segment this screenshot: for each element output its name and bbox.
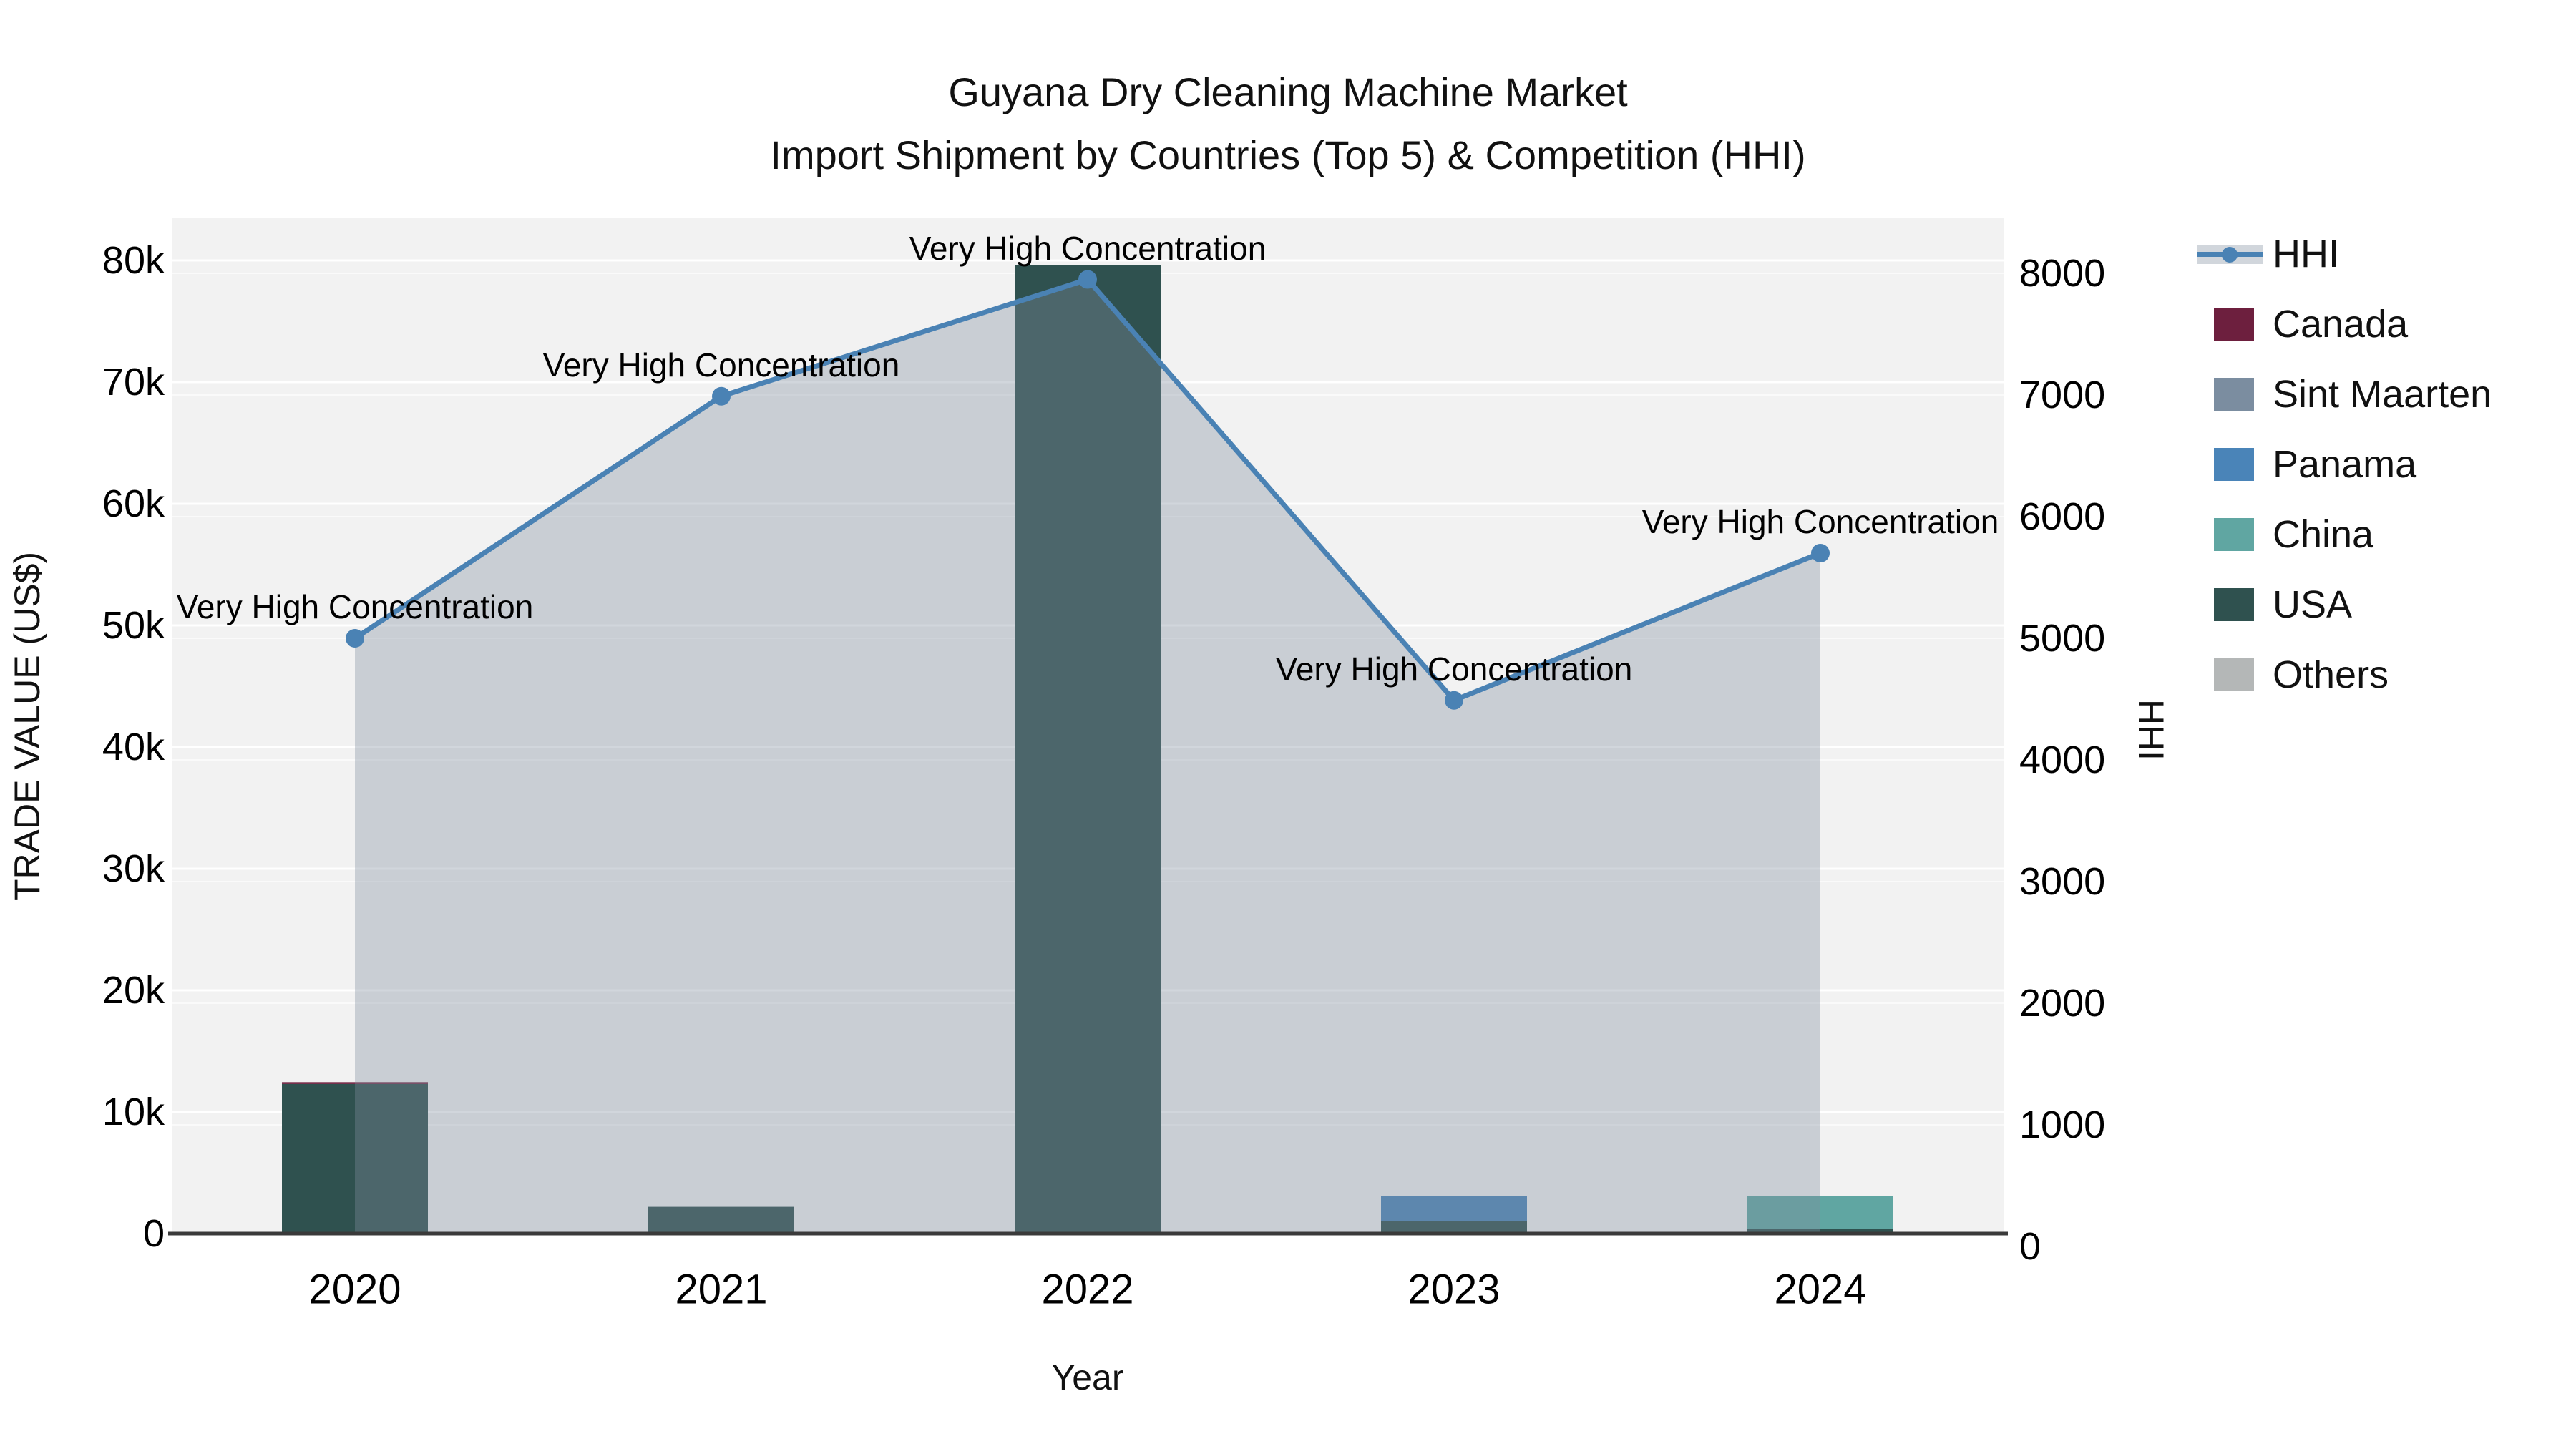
legend-swatch-sint-maarten bbox=[2214, 378, 2254, 411]
ytick-right-0: 0 bbox=[2019, 1225, 2041, 1268]
legend-label: China bbox=[2273, 513, 2374, 556]
ytick-right-1000: 1000 bbox=[2019, 1103, 2106, 1146]
bar-usa-2020 bbox=[282, 1083, 428, 1234]
legend-label: Sint Maarten bbox=[2273, 373, 2492, 416]
xtick-2021: 2021 bbox=[675, 1266, 768, 1313]
legend-item-china: China bbox=[2197, 499, 2492, 570]
bar-china-2024 bbox=[1747, 1196, 1893, 1229]
ytick-left-20k: 20k bbox=[102, 969, 165, 1012]
annotation-2020: Very High Concentration bbox=[176, 588, 534, 625]
hhi-marker-2020 bbox=[346, 629, 364, 648]
xtick-2020: 2020 bbox=[308, 1266, 401, 1313]
hhi-marker-2024 bbox=[1811, 544, 1830, 562]
legend-label: Panama bbox=[2273, 443, 2417, 486]
hhi-marker-2022 bbox=[1078, 270, 1097, 289]
hhi-line-sample-icon bbox=[2197, 240, 2263, 268]
ytick-left-10k: 10k bbox=[102, 1091, 165, 1133]
x-axis-title: Year bbox=[1051, 1357, 1124, 1397]
ytick-right-2000: 2000 bbox=[2019, 982, 2106, 1025]
bar-usa-2022 bbox=[1015, 265, 1161, 1234]
legend-swatch-panama bbox=[2214, 448, 2254, 481]
chart-title-line1: Guyana Dry Cleaning Machine Market bbox=[948, 69, 1628, 114]
legend-label: HHI bbox=[2273, 233, 2339, 275]
xtick-2023: 2023 bbox=[1407, 1266, 1501, 1313]
hhi-marker-2023 bbox=[1445, 691, 1463, 710]
ytick-left-50k: 50k bbox=[102, 604, 165, 647]
legend-label: Canada bbox=[2273, 303, 2409, 346]
ytick-left-70k: 70k bbox=[102, 361, 165, 404]
legend-swatch-usa bbox=[2214, 588, 2254, 621]
ytick-left-0: 0 bbox=[142, 1212, 165, 1255]
legend-label: Others bbox=[2273, 653, 2389, 696]
legend: HHI Canada Sint Maarten Panama China USA Other… bbox=[2197, 219, 2492, 710]
legend-swatch-others bbox=[2214, 658, 2254, 691]
bar-canada-2020 bbox=[282, 1082, 428, 1084]
annotation-2024: Very High Concentration bbox=[1641, 503, 1999, 540]
annotation-2023: Very High Concentration bbox=[1275, 650, 1633, 688]
ytick-left-30k: 30k bbox=[102, 847, 165, 890]
ytick-left-60k: 60k bbox=[102, 482, 165, 525]
legend-item-sint-maarten: Sint Maarten bbox=[2197, 359, 2492, 429]
bar-panama-2023 bbox=[1381, 1196, 1527, 1221]
hhi-area-fill bbox=[355, 279, 1820, 1234]
legend-item-panama: Panama bbox=[2197, 429, 2492, 499]
ytick-right-3000: 3000 bbox=[2019, 860, 2106, 903]
y-axis-title-right: HHI bbox=[2131, 698, 2171, 761]
legend-swatch-canada bbox=[2214, 308, 2254, 341]
ytick-left-40k: 40k bbox=[102, 726, 165, 769]
annotation-2021: Very High Concentration bbox=[542, 346, 900, 384]
ytick-right-8000: 8000 bbox=[2019, 252, 2106, 295]
xtick-2024: 2024 bbox=[1774, 1266, 1867, 1313]
hhi-marker-2021 bbox=[712, 386, 731, 406]
annotation-2022: Very High Concentration bbox=[909, 229, 1267, 267]
bar-usa-2024 bbox=[1747, 1229, 1893, 1234]
ytick-right-7000: 7000 bbox=[2019, 374, 2106, 416]
legend-item-canada: Canada bbox=[2197, 289, 2492, 359]
ytick-left-80k: 80k bbox=[102, 239, 165, 282]
bar-usa-2021 bbox=[648, 1206, 794, 1234]
xtick-2022: 2022 bbox=[1041, 1266, 1134, 1313]
chart-title-line2: Import Shipment by Countries (Top 5) & C… bbox=[770, 132, 1806, 177]
legend-item-usa: USA bbox=[2197, 570, 2492, 640]
legend-item-others: Others bbox=[2197, 640, 2492, 710]
ytick-right-4000: 4000 bbox=[2019, 738, 2106, 781]
ytick-right-5000: 5000 bbox=[2019, 617, 2106, 660]
legend-swatch-china bbox=[2214, 518, 2254, 551]
legend-item-hhi: HHI bbox=[2197, 219, 2492, 289]
ytick-right-6000: 6000 bbox=[2019, 495, 2106, 538]
legend-label: USA bbox=[2273, 583, 2353, 626]
bar-usa-2023 bbox=[1381, 1221, 1527, 1234]
